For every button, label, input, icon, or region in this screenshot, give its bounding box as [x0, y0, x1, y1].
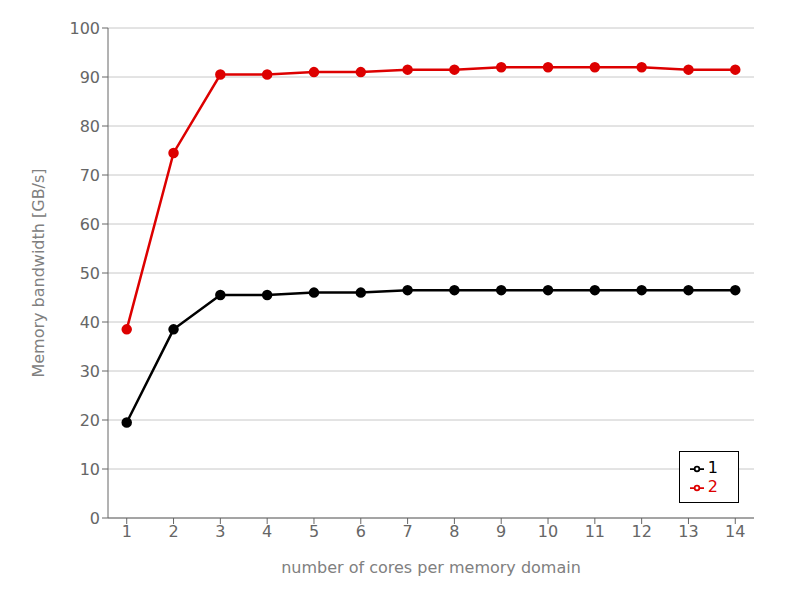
svg-text:7: 7	[403, 522, 413, 541]
svg-text:30: 30	[80, 362, 100, 381]
svg-text:8: 8	[449, 522, 459, 541]
svg-text:10: 10	[80, 460, 100, 479]
svg-text:90: 90	[80, 68, 100, 87]
svg-text:2: 2	[168, 522, 178, 541]
svg-text:80: 80	[80, 117, 100, 136]
html-text:2: 2	[707, 477, 718, 496]
svg-text:3: 3	[215, 522, 225, 541]
svg-text:20: 20	[80, 411, 100, 430]
svg-text:6: 6	[356, 522, 366, 541]
svg-text:11: 11	[585, 522, 605, 541]
svg-text:70: 70	[80, 166, 100, 185]
svg-text:9: 9	[496, 522, 506, 541]
svg-text:number of cores per memory dom: number of cores per memory domain	[281, 558, 581, 577]
svg-text:50: 50	[80, 264, 100, 283]
svg-text:60: 60	[80, 215, 100, 234]
svg-text:10: 10	[538, 522, 558, 541]
html-text:1: 1	[707, 458, 718, 477]
svg-text:Memory bandwidth [GB/s]: Memory bandwidth [GB/s]	[29, 168, 48, 377]
svg-text:12: 12	[631, 522, 651, 541]
svg-text:5: 5	[309, 522, 319, 541]
svg-text:1: 1	[122, 522, 132, 541]
svg-text:4: 4	[262, 522, 272, 541]
svg-text:40: 40	[80, 313, 100, 332]
svg-text:0: 0	[90, 509, 100, 528]
svg-text:14: 14	[725, 522, 745, 541]
svg-text:100: 100	[69, 19, 100, 38]
svg-text:13: 13	[678, 522, 698, 541]
